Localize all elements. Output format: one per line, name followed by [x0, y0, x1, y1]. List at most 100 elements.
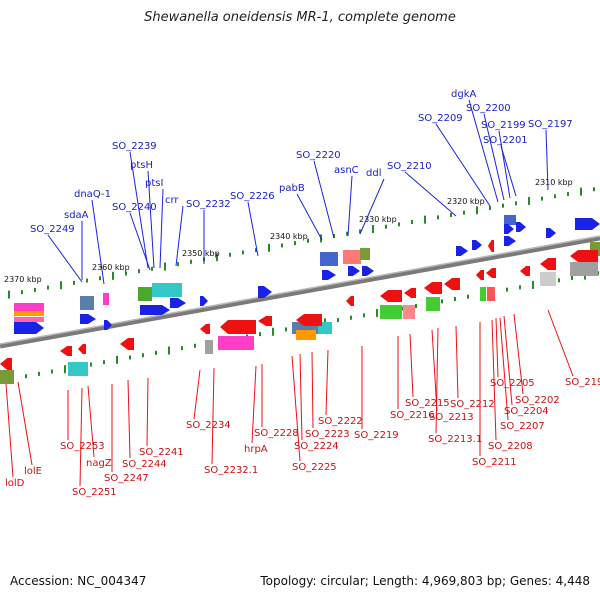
leader-line — [91, 199, 105, 285]
reverse-gene-arrow — [200, 324, 210, 334]
tick-mark — [90, 362, 92, 367]
gene-label: SO_2211 — [472, 457, 517, 468]
tick-mark — [259, 332, 261, 337]
leader-line — [159, 188, 164, 269]
tick-mark — [385, 224, 387, 229]
tick-mark — [502, 203, 504, 208]
tick-mark — [593, 187, 595, 192]
gene-label: SO_2212 — [450, 399, 495, 410]
feature-block — [103, 293, 109, 305]
leader-line — [347, 175, 353, 237]
tick-mark — [467, 294, 469, 299]
gene-label: SO_2234 — [186, 420, 231, 431]
leader-line — [455, 325, 459, 399]
reverse-gene-arrow — [540, 258, 556, 270]
leader-line — [359, 178, 385, 235]
leader-line — [175, 205, 184, 267]
tick-mark — [450, 213, 452, 217]
feature-block — [343, 250, 361, 264]
reverse-gene-arrow — [120, 338, 134, 350]
tick-row-upper — [8, 187, 595, 299]
tick-mark — [47, 285, 49, 290]
reverse-gene-arrow — [0, 358, 12, 370]
leader-line — [193, 369, 201, 420]
tick-mark — [190, 259, 192, 264]
tick-mark — [242, 250, 244, 255]
forward-gene-arrow — [170, 298, 186, 308]
gene-label: SO_2210 — [387, 161, 432, 172]
gene-label: ptsI — [145, 178, 163, 189]
reverse-gene-arrow — [520, 266, 530, 276]
tick-mark — [580, 187, 582, 196]
genome-backbone — [0, 235, 600, 349]
gene-label: SO_2209 — [418, 113, 463, 124]
forward-gene-arrow — [80, 314, 96, 324]
reverse-gene-arrow — [296, 314, 322, 326]
leader-line — [311, 351, 314, 429]
reverse-gene-arrow — [78, 344, 86, 354]
gene-label: SO_2222 — [318, 416, 363, 427]
leader-line — [87, 385, 95, 458]
gene-label: SO_2225 — [292, 462, 337, 473]
tick-mark — [8, 290, 10, 299]
tick-mark — [38, 371, 40, 376]
forward-gene-arrow — [258, 286, 272, 298]
feature-blocks — [0, 215, 600, 384]
accession-text: Accession: NC_004347 — [10, 574, 147, 588]
gene-label: SO_2202 — [515, 395, 560, 406]
feature-block — [14, 303, 44, 312]
gene-label: SO_2251 — [72, 487, 117, 498]
gene-label: SO_2249 — [30, 224, 75, 235]
kbp-label: 2350 kbp — [182, 249, 220, 258]
tick-mark — [73, 280, 75, 285]
tick-mark — [142, 353, 144, 358]
tick-mark — [112, 271, 114, 280]
tick-mark — [64, 365, 66, 374]
gene-label: SO_2205 — [490, 378, 535, 389]
forward-gene-arrow — [472, 240, 482, 250]
gene-label: SO_2204 — [504, 406, 549, 417]
tick-mark — [116, 355, 118, 364]
gene-label: SO_2240 — [112, 202, 157, 213]
tick-mark — [415, 304, 417, 309]
gene-label: crr — [165, 195, 179, 206]
leader-line — [483, 113, 505, 201]
leader-line — [503, 315, 513, 406]
gene-label: hrpA — [244, 444, 268, 455]
forward-gene-arrow — [504, 224, 514, 234]
genome-summary-text: Topology: circular; Length: 4,969,803 bp… — [260, 574, 590, 588]
leader-line — [299, 353, 303, 441]
kbp-label: 2330 kbp — [359, 215, 397, 224]
feature-block — [138, 287, 152, 301]
tick-mark — [255, 248, 257, 253]
reverse-gene-arrow — [404, 288, 416, 298]
leader-line — [431, 329, 438, 412]
leader-line — [468, 99, 499, 203]
gene-label: SO_2207 — [500, 421, 545, 432]
tick-mark — [441, 299, 443, 304]
forward-gene-arrow — [504, 236, 516, 246]
leader-line — [435, 123, 491, 207]
feature-block — [480, 287, 486, 301]
feature-block — [360, 248, 370, 260]
leader-line — [147, 170, 155, 269]
tick-mark — [194, 343, 196, 348]
leader-line — [127, 379, 131, 459]
gene-label: SO_2219 — [354, 430, 399, 441]
gene-label: dnaQ-1 — [74, 189, 111, 200]
gene-label: SO_2247 — [104, 473, 149, 484]
feature-block — [590, 242, 600, 256]
tick-mark — [151, 266, 153, 271]
feature-block — [296, 330, 316, 340]
tick-mark — [376, 309, 378, 318]
gene-label: sdaA — [64, 210, 89, 221]
gene-label: SO_2241 — [139, 447, 184, 458]
leader-line — [545, 129, 549, 191]
gene-label: SO_2197 — [528, 119, 573, 130]
reverse-gene-arrow — [476, 270, 484, 280]
tick-mark — [476, 206, 478, 215]
gene-label: SO_2213 — [429, 412, 474, 423]
gene-label: pabB — [279, 183, 305, 194]
gene-label: SO_2220 — [296, 150, 341, 161]
tick-mark — [129, 355, 131, 360]
